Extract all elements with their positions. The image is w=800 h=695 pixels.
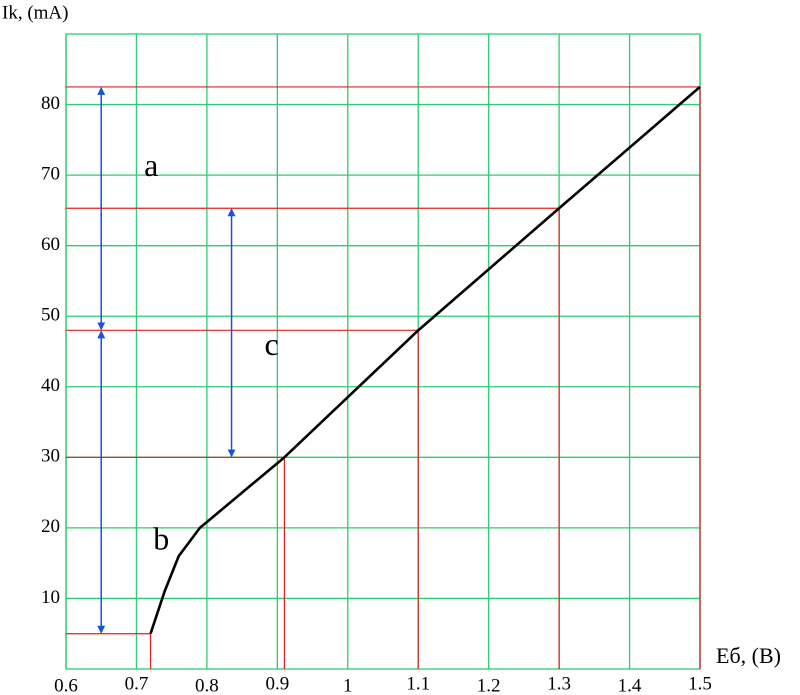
x-tick-label: 1.2 bbox=[477, 675, 501, 695]
x-tick-label: 0.8 bbox=[195, 675, 219, 695]
y-tick-label: 10 bbox=[41, 587, 60, 608]
x-tick-label: 1 bbox=[343, 675, 353, 695]
y-tick-label: 80 bbox=[41, 93, 60, 114]
y-tick-label: 40 bbox=[41, 375, 60, 396]
x-tick-label: 0.9 bbox=[265, 673, 289, 694]
x-axis-label: Еб, (В) bbox=[716, 643, 781, 668]
y-tick-label: 70 bbox=[41, 163, 60, 184]
plot-frame bbox=[65, 33, 701, 670]
x-tick-label: 1.1 bbox=[406, 673, 430, 694]
y-tick-label: 60 bbox=[41, 234, 60, 255]
y-tick-label: 30 bbox=[41, 446, 60, 467]
x-tick-label: 0.6 bbox=[54, 675, 78, 695]
x-tick-label: 0.7 bbox=[125, 673, 149, 694]
annotation-label: c bbox=[264, 326, 278, 362]
x-tick-label: 1.3 bbox=[547, 673, 571, 694]
annotation-label: a bbox=[144, 147, 158, 183]
y-tick-label: 20 bbox=[41, 516, 60, 537]
y-tick-label: 50 bbox=[41, 305, 60, 326]
x-tick-label: 1.4 bbox=[618, 675, 642, 695]
data-line bbox=[149, 85, 701, 635]
y-axis-label: Ik, (mA) bbox=[2, 2, 68, 23]
annotation-label: b bbox=[153, 520, 169, 556]
x-tick-label: 1.5 bbox=[688, 673, 712, 694]
